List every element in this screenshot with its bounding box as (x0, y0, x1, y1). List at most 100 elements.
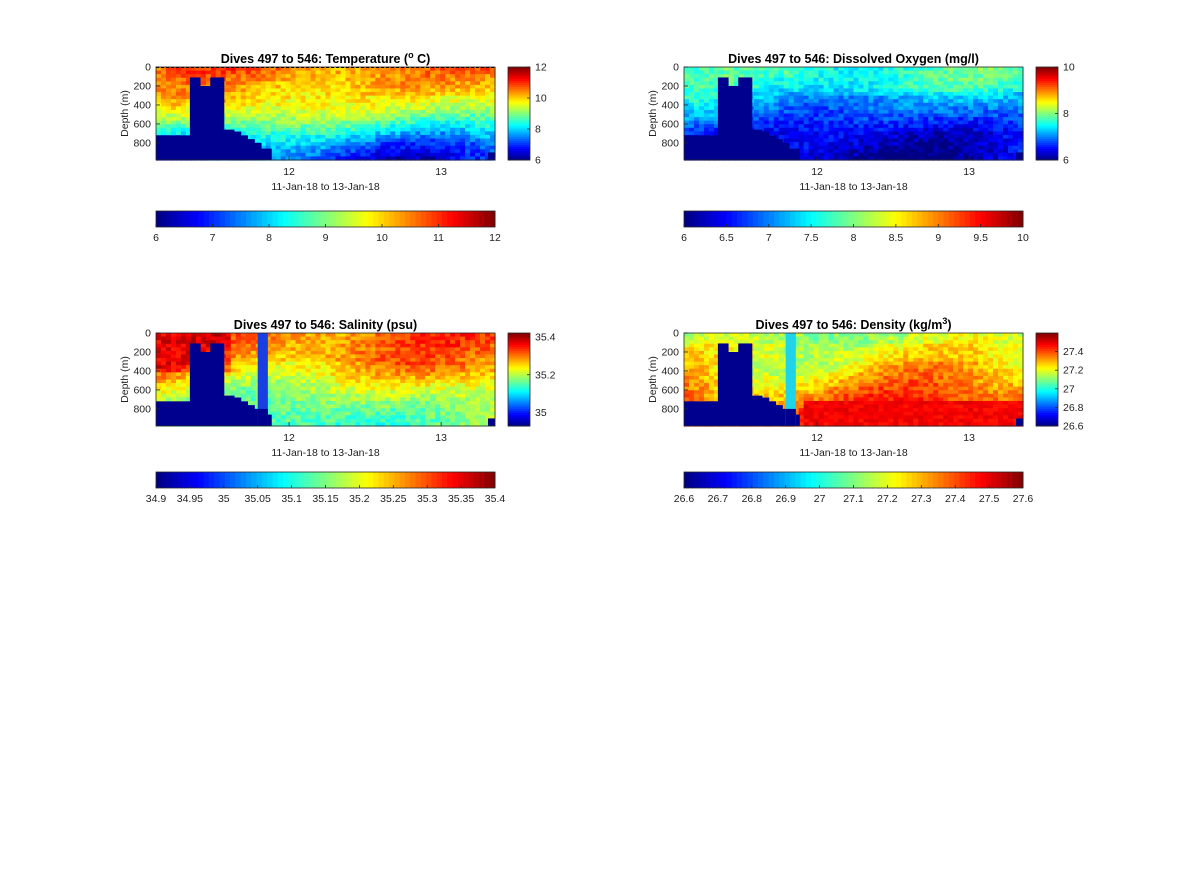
colorbar-swatch (426, 211, 432, 227)
heatmap-cell (300, 77, 307, 82)
heatmap-cell (315, 372, 322, 377)
heatmap-cell (913, 95, 919, 100)
heatmap-cell (490, 88, 496, 93)
heatmap-cell (833, 67, 840, 72)
heatmap-cell (285, 149, 292, 154)
heatmap-cell (340, 393, 347, 398)
colorbar-swatch (1036, 92, 1058, 95)
heatmap-cell (305, 397, 312, 402)
heatmap-cell (160, 120, 167, 125)
heatmap-cell (340, 386, 347, 391)
heatmap-cell (435, 138, 441, 143)
colorbar-swatch (1036, 109, 1058, 113)
heatmap-cell (993, 156, 999, 161)
heatmap-cell (340, 109, 347, 115)
heatmap-cell (415, 142, 421, 147)
heatmap-cell (265, 375, 272, 381)
colorbar-swatch (508, 78, 530, 82)
heatmap-cell (903, 106, 909, 111)
heatmap-cell (425, 92, 431, 97)
colorbar-swatch (378, 211, 385, 227)
heatmap-cell (395, 124, 401, 129)
heatmap-cell (225, 361, 232, 366)
heatmap-cell (818, 127, 825, 132)
heatmap-cell (335, 415, 342, 420)
heatmap-cell (843, 74, 850, 79)
heatmap-cell (988, 67, 994, 72)
heatmap-cell (878, 102, 885, 107)
heatmap-cell (280, 88, 287, 93)
heatmap-cell (898, 149, 904, 154)
heatmap-cell (345, 358, 352, 363)
heatmap-cell (998, 74, 1004, 79)
heatmap-cell (295, 333, 302, 338)
heatmap-cell (410, 92, 416, 97)
heatmap-cell (848, 134, 855, 140)
heatmap-cell (803, 152, 810, 158)
heatmap-cell (703, 99, 710, 104)
heatmap-cell (888, 138, 894, 143)
heatmap-cell (843, 156, 850, 161)
heatmap-cell (275, 386, 282, 391)
heatmap-cell (375, 77, 381, 82)
heatmap-cell (963, 113, 969, 118)
heatmap-cell (993, 124, 999, 129)
heatmap-cell (285, 99, 292, 104)
heatmap-cell (380, 124, 386, 129)
heatmap-cell (798, 145, 805, 150)
heatmap-cell (295, 422, 302, 427)
colorbar-swatch (508, 103, 530, 107)
heatmap-cell (250, 120, 257, 125)
heatmap-cell (185, 92, 192, 97)
heatmap-cell (295, 77, 302, 82)
heatmap-cell (778, 81, 785, 86)
colorbar-swatch (980, 211, 987, 227)
heatmap-cell (225, 383, 232, 388)
heatmap-cell (425, 117, 431, 122)
heatmap-cell (708, 70, 715, 75)
heatmap-cell (888, 99, 894, 104)
heatmap-cell (988, 124, 994, 129)
heatmap-cell (973, 99, 979, 104)
heatmap-cell (330, 88, 337, 93)
heatmap-cell (923, 81, 929, 86)
heatmap-cell (365, 102, 371, 107)
heatmap-cell (250, 397, 257, 402)
heatmap-cell (345, 411, 352, 416)
no-data-region (782, 142, 790, 160)
heatmap-cell (485, 70, 491, 75)
heatmap-cell (485, 67, 491, 72)
heatmap-cell (295, 99, 302, 104)
heatmap-cell (350, 379, 357, 384)
colorbar-swatch (508, 130, 530, 134)
heatmap-cell (285, 411, 292, 416)
heatmap-cell (280, 336, 287, 341)
heatmap-cell (265, 142, 272, 147)
heatmap-cell (250, 102, 257, 107)
heatmap-cell (235, 84, 242, 90)
heatmap-cell (943, 152, 949, 158)
heatmap-cell (415, 120, 421, 125)
heatmap-cell (300, 333, 307, 338)
heatmap-cell (988, 134, 994, 140)
heatmap-cell (410, 127, 416, 132)
heatmap-cell (465, 149, 471, 154)
heatmap-cell (963, 109, 969, 115)
colorbar-swatch (508, 109, 530, 113)
heatmap-cell (963, 131, 969, 136)
heatmap-cell (330, 400, 337, 406)
heatmap-cell (205, 81, 212, 86)
heatmap-cell (858, 156, 865, 161)
heatmap-cell (753, 92, 760, 97)
heatmap-cell (813, 92, 820, 97)
heatmap-cell (335, 375, 342, 381)
heatmap-cell (255, 74, 262, 79)
heatmap-cell (833, 106, 840, 111)
heatmap-cell (315, 336, 322, 341)
heatmap-cell (853, 142, 860, 147)
heatmap-cell (903, 120, 909, 125)
heatmap-cell (410, 109, 416, 115)
heatmap-cell (185, 106, 192, 111)
heatmap-cell (275, 81, 282, 86)
heatmap-cell (888, 134, 894, 140)
